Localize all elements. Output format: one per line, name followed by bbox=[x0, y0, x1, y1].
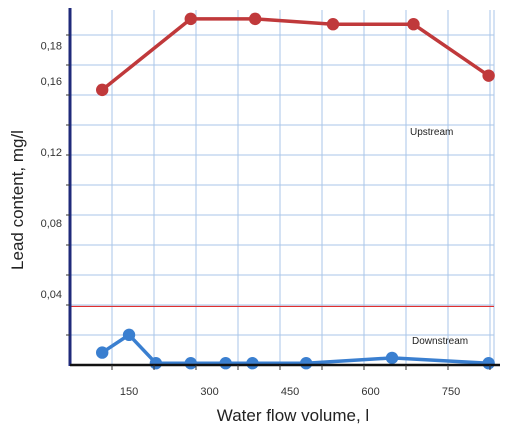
x-tick-label: 300 bbox=[200, 386, 218, 398]
y-axis-title: Lead content, mg/l bbox=[8, 130, 27, 270]
series-label-upstream: Upstream bbox=[410, 127, 453, 138]
y-tick-label: 0,08 bbox=[41, 218, 62, 230]
x-tick-label: 150 bbox=[120, 386, 138, 398]
series-downstream: Downstream bbox=[96, 328, 495, 370]
data-point bbox=[248, 12, 262, 26]
data-point bbox=[96, 83, 109, 97]
y-tick-label: 0,04 bbox=[41, 289, 62, 301]
x-tick-label: 450 bbox=[281, 386, 299, 398]
x-tick-label: 600 bbox=[361, 386, 379, 398]
data-point bbox=[246, 357, 259, 370]
y-tick-label: 0,16 bbox=[41, 76, 62, 88]
series-layer: Upstream Downstream bbox=[96, 12, 495, 370]
x-tick-label: 750 bbox=[442, 386, 460, 398]
data-point bbox=[96, 346, 109, 359]
data-point bbox=[482, 69, 495, 82]
data-point bbox=[149, 357, 163, 370]
axes bbox=[66, 8, 500, 370]
y-tick-label: 0,12 bbox=[41, 147, 62, 159]
y-tick-label: 0,18 bbox=[41, 41, 62, 53]
data-point bbox=[122, 328, 136, 342]
data-point bbox=[219, 357, 232, 370]
data-point bbox=[407, 18, 420, 31]
data-point bbox=[299, 357, 313, 370]
series-label-downstream: Downstream bbox=[412, 336, 468, 347]
data-point bbox=[385, 351, 399, 365]
data-point bbox=[184, 12, 197, 26]
x-axis-title: Water flow volume, l bbox=[217, 406, 369, 425]
series-upstream: Upstream bbox=[96, 12, 495, 138]
series-line-upstream bbox=[101, 17, 490, 92]
tick-labels: 150 300 450 600 750 0,04 0,08 0,12 0,16 0,18 bbox=[41, 41, 461, 399]
data-point bbox=[326, 18, 340, 31]
data-point bbox=[184, 357, 197, 370]
data-point bbox=[482, 357, 495, 370]
